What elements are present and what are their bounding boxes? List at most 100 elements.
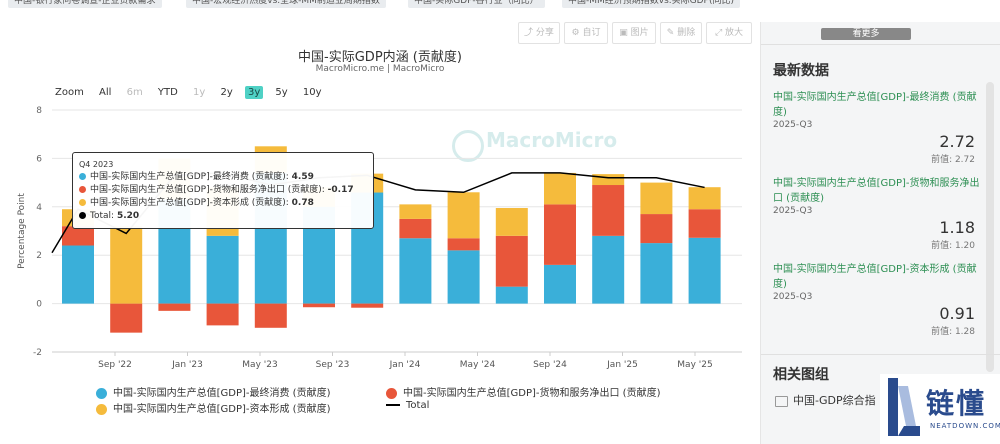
bar-segment	[110, 303, 143, 333]
legend-dot	[386, 387, 397, 399]
bar-segment	[688, 187, 721, 210]
enlarge-label: 放大	[725, 28, 744, 38]
bar-segment	[592, 174, 625, 186]
related-chart-link[interactable]: 中国-GDP综合指	[793, 394, 876, 407]
legend-label: 中国-实际国内生产总值[GDP]-最终消费 (贡献度)	[113, 388, 331, 399]
zoom-ytd[interactable]: YTD	[157, 87, 178, 98]
divider	[761, 44, 1000, 45]
bar-segment	[495, 208, 528, 236]
legend-item-netexport[interactable]: 中国-实际国内生产总值[GDP]-货物和服务净出口 (贡献度)	[386, 384, 660, 399]
bar-segment	[62, 226, 94, 246]
bar-segment	[688, 237, 721, 304]
zoom-10y[interactable]: 10y	[302, 87, 322, 98]
delete-button[interactable]: ✎ 删除	[660, 22, 702, 44]
see-more-button[interactable]: 看更多	[821, 28, 911, 40]
share-button[interactable]: ⤴ 分享	[518, 22, 560, 44]
bar-segment	[351, 303, 384, 308]
tooltip-row-total: Total: 5.20	[79, 210, 367, 223]
legend-item-capital[interactable]: 中国-实际国内生产总值[GDP]-资本形成 (贡献度)	[96, 400, 330, 415]
legend-item-consumption[interactable]: 中国-实际国内生产总值[GDP]-最终消费 (贡献度)	[96, 384, 330, 399]
bar-segment	[688, 209, 721, 238]
top-tab-bank-survey[interactable]: 中国-银行家问卷调查-企业贷款需求	[8, 0, 162, 8]
x-tick-label: May '25	[677, 360, 712, 370]
bar-segment	[206, 235, 239, 304]
image-label: 图片	[630, 28, 649, 38]
x-tick-label: Sep '24	[533, 360, 567, 370]
customize-label: 自订	[582, 28, 601, 38]
latest-item-name[interactable]: 中国-实际国内生产总值[GDP]-资本形成 (贡献度)	[773, 264, 977, 290]
image-button[interactable]: ▣ 图片	[612, 22, 656, 44]
top-tab-mm-expectation[interactable]: 中国-MM经济预期指数vs.实际GDP(同比)	[562, 0, 741, 8]
zoom-3y[interactable]: 3y	[244, 86, 264, 99]
chart-title: 中国-实际GDP内涵 (贡献度)	[298, 50, 462, 65]
tooltip-label: 中国-实际国内生产总值[GDP]-资本形成 (贡献度):	[90, 198, 289, 208]
divider	[761, 354, 1000, 355]
watermark: MacroMicro	[486, 128, 618, 152]
share-icon: ⤴	[524, 28, 536, 38]
top-tab-macro-heat[interactable]: 中国-宏观经济热度vs.全球-MM制造业周期指数	[186, 0, 386, 8]
top-tab-gdp-industry[interactable]: 中国-实际GDP-各行业（同比）	[408, 0, 545, 8]
y-axis-label: Percentage Point	[17, 193, 27, 269]
tooltip-dot	[79, 212, 86, 219]
tooltip-value: 4.59	[291, 172, 314, 182]
x-tick-label: Sep '23	[316, 360, 350, 370]
latest-data-heading: 最新数据	[773, 63, 829, 79]
tooltip-value: 0.78	[291, 198, 314, 208]
zoom-2y[interactable]: 2y	[220, 87, 233, 98]
tooltip-label: Total:	[90, 211, 115, 221]
logo-mark-icon	[888, 378, 920, 436]
latest-item-date: 2025-Q3	[773, 206, 813, 216]
legend-label: Total	[406, 400, 430, 411]
zoom-6m: 6m	[126, 87, 143, 98]
bar-segment	[544, 204, 576, 265]
bar-segment	[447, 238, 480, 251]
related-charts-heading: 相关图组	[773, 367, 829, 383]
x-tick-label: May '24	[460, 360, 496, 370]
x-tick-label: Jan '24	[389, 360, 421, 370]
zoom-all[interactable]: All	[99, 87, 112, 98]
bar-segment	[447, 250, 480, 304]
sidebar-scrollbar[interactable]	[986, 82, 994, 372]
y-tick-label: 8	[36, 106, 42, 116]
latest-item-date: 2025-Q3	[773, 120, 813, 130]
tooltip-value: 5.20	[116, 211, 140, 221]
tooltip-label: 中国-实际国内生产总值[GDP]-最终消费 (贡献度):	[90, 172, 289, 182]
legend-dot	[96, 387, 107, 399]
bar-segment	[206, 303, 239, 326]
customize-button[interactable]: ⚙ 自订	[564, 22, 608, 44]
tooltip-title: Q4 2023	[79, 160, 114, 169]
latest-item-value: 2.72	[939, 132, 975, 151]
zoom-1y: 1y	[193, 87, 206, 98]
latest-item-name[interactable]: 中国-实际国内生产总值[GDP]-最终消费 (贡献度)	[773, 92, 977, 118]
x-tick-label: Sep '22	[98, 360, 132, 370]
x-tick-label: Jan '23	[171, 360, 203, 370]
y-tick-label: -2	[33, 348, 42, 358]
latest-item-date: 2025-Q3	[773, 292, 813, 302]
delete-label: 删除	[677, 28, 696, 38]
legend-label: 中国-实际国内生产总值[GDP]-资本形成 (贡献度)	[113, 404, 331, 415]
tooltip-dot	[79, 199, 86, 206]
y-tick-label: 6	[36, 154, 42, 164]
latest-item-name[interactable]: 中国-实际国内生产总值[GDP]-货物和服务净出口 (贡献度)	[773, 178, 980, 204]
latest-item-value: 1.18	[939, 218, 975, 237]
enlarge-button[interactable]: ⤢ 放大	[706, 22, 752, 44]
y-tick-label: 0	[36, 300, 42, 310]
bar-segment	[495, 235, 528, 287]
chart-subtitle: MacroMicro.me | MacroMicro	[315, 64, 445, 74]
sidebar: 看更多 最新数据 中国-实际国内生产总值[GDP]-最终消费 (贡献度) 202…	[760, 22, 1000, 444]
zoom-5y[interactable]: 5y	[275, 87, 288, 98]
logo-text: 链懂	[926, 387, 987, 420]
bar-segment	[399, 218, 432, 239]
bar-segment	[495, 286, 528, 304]
latest-item-prev: 前值: 2.72	[931, 155, 975, 165]
x-tick-label: Jan '25	[606, 360, 638, 370]
tooltip-row-consumption: 中国-实际国内生产总值[GDP]-最终消费 (贡献度): 4.59	[79, 171, 367, 184]
legend-item-total[interactable]: Total	[386, 400, 429, 411]
tooltip-row-capital: 中国-实际国内生产总值[GDP]-资本形成 (贡献度): 0.78	[79, 197, 367, 210]
tooltip-value: -0.17	[327, 185, 354, 195]
chart-plot: -2 0 2 4 6 8 Percentage Point Sep '22 Jan '23 May…	[17, 106, 742, 370]
chart-tooltip: Q4 2023 中国-实际国内生产总值[GDP]-最终消费 (贡献度): 4.5…	[72, 152, 374, 229]
bar-segment	[544, 264, 576, 304]
latest-item-value: 0.91	[939, 304, 975, 323]
bar-segment	[254, 303, 287, 328]
